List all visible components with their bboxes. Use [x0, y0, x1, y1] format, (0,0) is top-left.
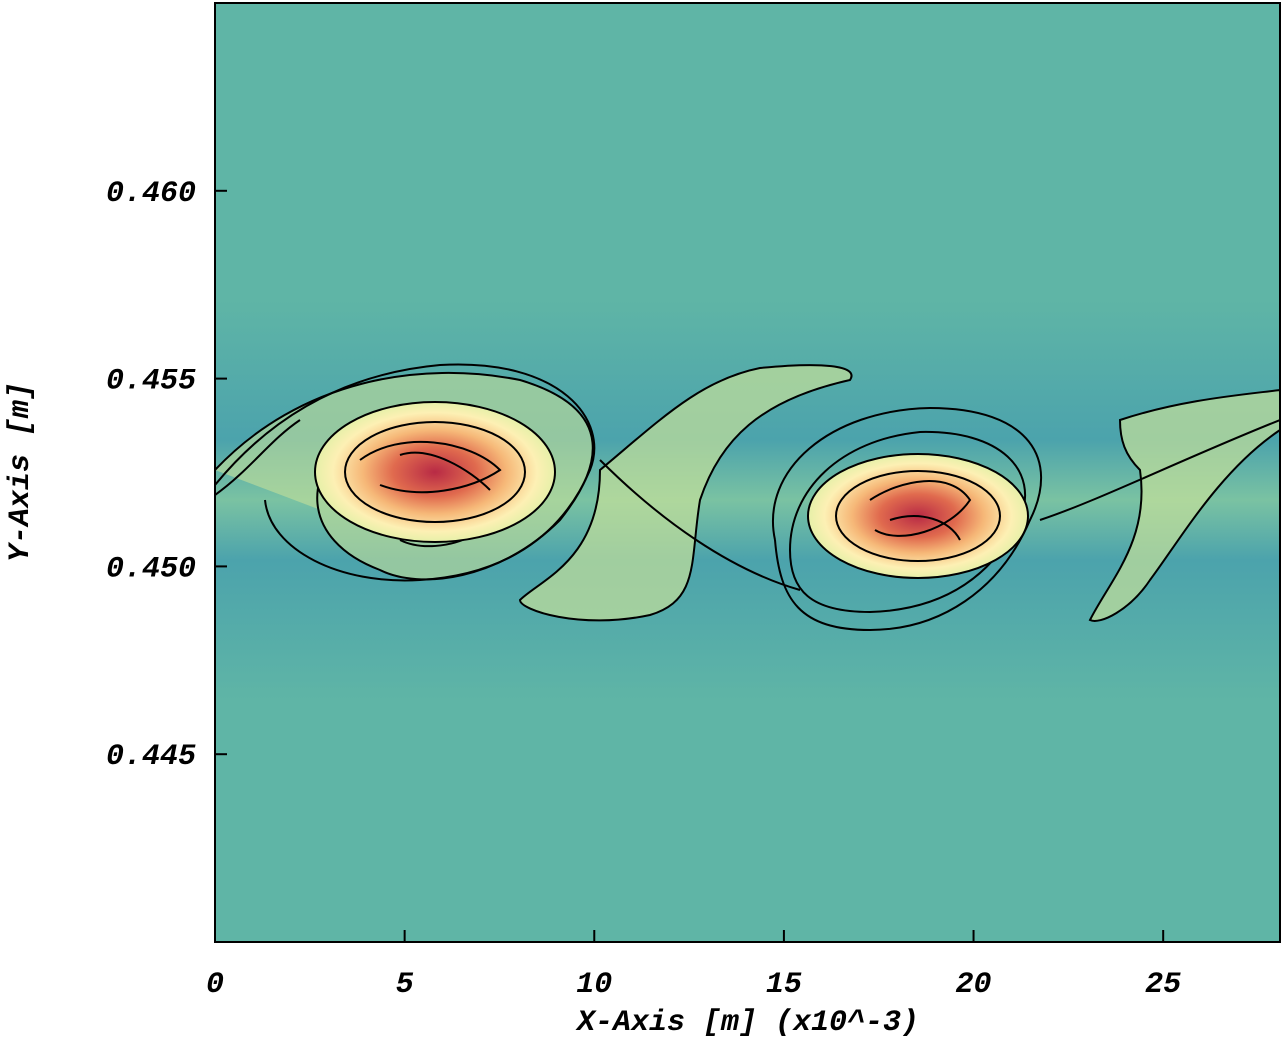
x-tick-label: 0 [206, 968, 224, 1002]
x-tick-label: 10 [576, 968, 612, 1002]
y-tick-label: 0.450 [106, 552, 196, 586]
x-tick-label: 20 [956, 968, 992, 1002]
x-axis-label: X-Axis [m] (x10^-3) [575, 1006, 919, 1039]
plot-frame [214, 2, 1281, 943]
y-tick-label: 0.445 [106, 740, 196, 774]
y-tick-label: 0.460 [106, 177, 196, 211]
x-tick-label: 25 [1145, 968, 1181, 1002]
y-axis-label: Y-Axis [m] [4, 382, 38, 562]
field [215, 3, 1280, 942]
x-tick-label: 5 [396, 968, 414, 1002]
x-tick-label: 15 [766, 968, 802, 1002]
y-tick-label: 0.455 [106, 365, 196, 399]
